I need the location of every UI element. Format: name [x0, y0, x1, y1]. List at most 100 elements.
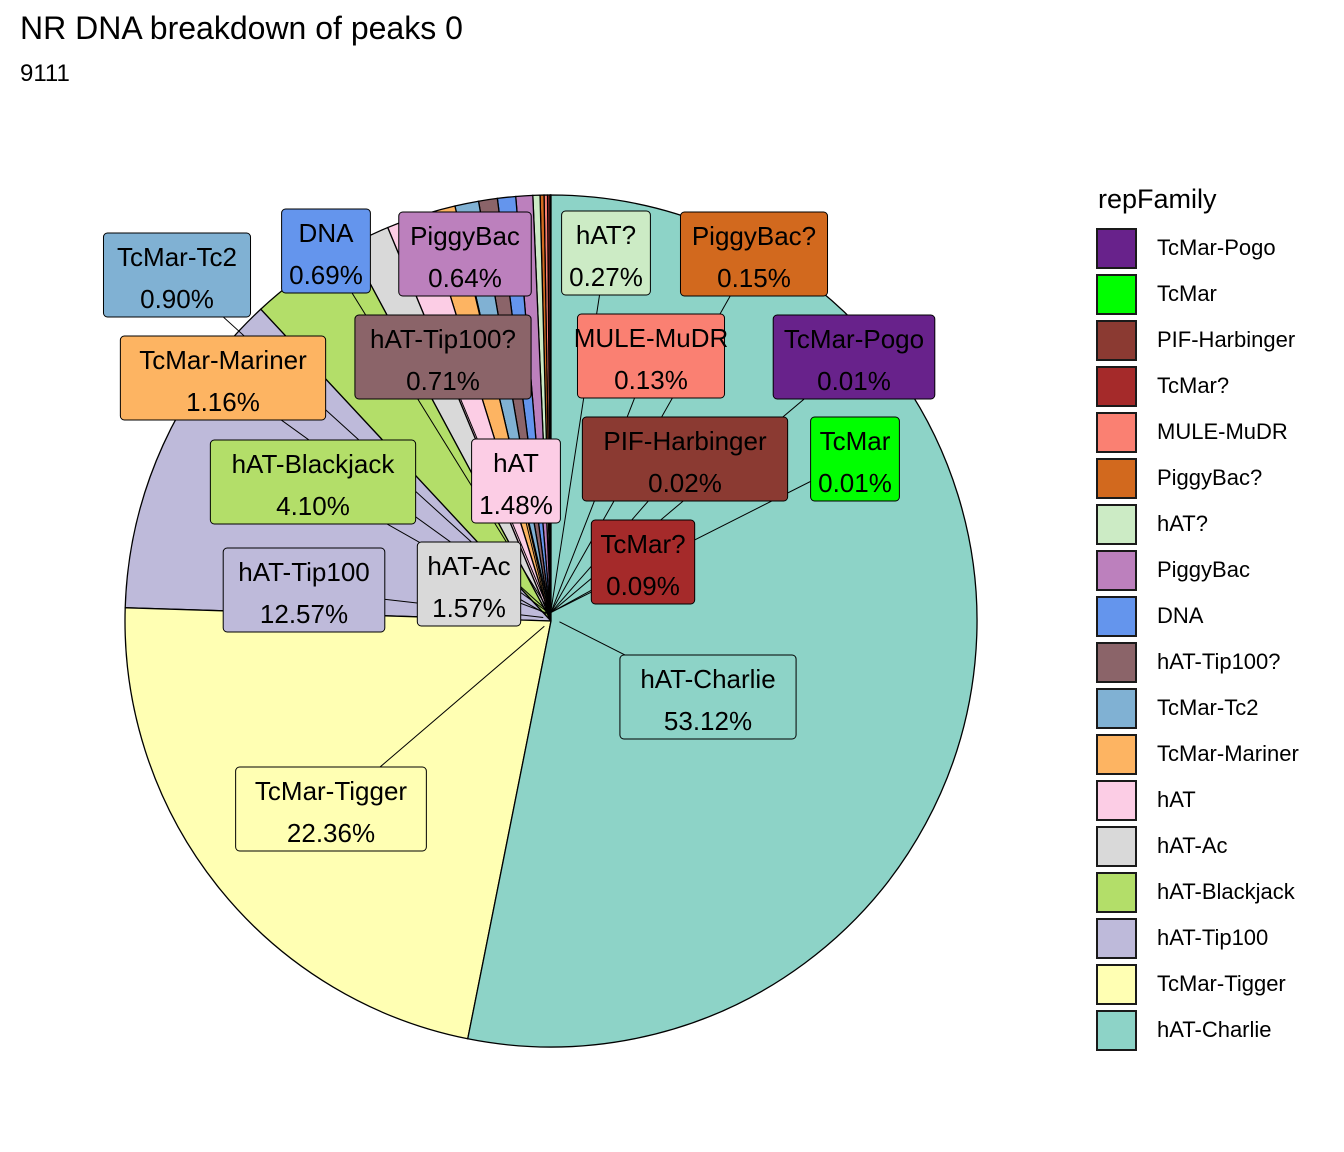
pie-label-value: 1.57% [432, 593, 506, 623]
pie-label-name: hAT? [576, 220, 636, 250]
pie-label-name: hAT-Ac [427, 551, 510, 581]
pie-label-piggybac: PiggyBac? 0.15% [679, 211, 829, 297]
legend-item-hat-tip100: hAT-Tip100? [1096, 639, 1299, 685]
legend-label: hAT-Blackjack [1157, 879, 1295, 904]
pie-label-box [619, 654, 797, 740]
legend-item-hat: hAT? [1096, 501, 1299, 547]
pie-label-box [576, 313, 726, 399]
pie-label-box [772, 314, 936, 400]
legend-swatch [1096, 733, 1137, 775]
legend-swatch [1096, 273, 1137, 315]
pie-label-hat: hAT 1.48% [471, 438, 561, 524]
pie-label-value: 1.48% [479, 490, 553, 520]
pie-label-name: TcMar-Pogo [784, 324, 924, 354]
legend-item-tcmar-pogo: TcMar-Pogo [1096, 225, 1299, 271]
pie-label-name: hAT [493, 448, 539, 478]
legend-item-piggybac: PiggyBac? [1096, 455, 1299, 501]
legend-label: DNA [1157, 603, 1204, 628]
pie-label-value: 0.69% [289, 260, 363, 290]
pie-label-box [281, 208, 371, 294]
pie-label-value: 0.71% [406, 366, 480, 396]
legend-swatch [1096, 319, 1137, 361]
pie-labels: hAT-Charlie 53.12% TcMar-Tigger 22.36% hAT-T… [102, 208, 936, 852]
legend-item-pif-harbinger: PIF-Harbinger [1096, 317, 1299, 363]
pie-label-value: 22.36% [287, 818, 375, 848]
legend-label: PIF-Harbinger [1157, 327, 1296, 352]
pie-label-box [416, 541, 522, 627]
pie-label-name: hAT-Tip100 [238, 557, 370, 587]
pie-label-box [102, 232, 252, 318]
pie-label-box [810, 416, 900, 502]
pie-label-name: hAT-Tip100? [370, 324, 516, 354]
pie-label-box [590, 519, 696, 605]
legend-label: TcMar-Pogo [1157, 235, 1276, 260]
pie-label-value: 0.01% [817, 366, 891, 396]
pie-label-hat-tip100: hAT-Tip100? 0.71% [354, 314, 532, 400]
pie-label-value: 0.02% [648, 468, 722, 498]
pie-label-name: MULE-MuDR [574, 323, 729, 353]
pie-label-value: 12.57% [260, 599, 348, 629]
chart-title: NR DNA breakdown of peaks 0 [20, 10, 463, 46]
pie-label-name: TcMar-Tigger [255, 776, 408, 806]
legend-item-mule-mudr: MULE-MuDR [1096, 409, 1299, 455]
legend-swatch [1096, 917, 1137, 959]
legend-label: hAT [1157, 787, 1196, 812]
legend-swatch [1096, 1009, 1137, 1051]
pie-label-name: TcMar-Tc2 [117, 242, 237, 272]
pie-label-value: 0.09% [606, 571, 680, 601]
chart-subtitle: 9111 [20, 60, 70, 87]
legend-swatch [1096, 411, 1137, 453]
pie-label-tcmar-mariner: TcMar-Mariner 1.16% [119, 335, 327, 421]
pie-label-value: 1.16% [186, 387, 260, 417]
legend-item-tcmar-mariner: TcMar-Mariner [1096, 731, 1299, 777]
pie-label-value: 0.15% [717, 263, 791, 293]
pie-label-name: TcMar-Mariner [139, 345, 307, 375]
legend-item-hat: hAT [1096, 777, 1299, 823]
pie-label-name: DNA [299, 218, 355, 248]
pie-label-hat: hAT? 0.27% [561, 210, 651, 296]
pie-label-value: 53.12% [664, 706, 752, 736]
pie-label-name: PiggyBac? [692, 221, 816, 251]
pie-label-tcmar-tigger: TcMar-Tigger 22.36% [235, 766, 427, 852]
pie-label-pif-harbinger: PIF-Harbinger 0.02% [581, 416, 789, 502]
pie-label-dna: DNA 0.69% [281, 208, 371, 294]
legend-label: hAT-Charlie [1157, 1017, 1272, 1042]
pie-label-value: 0.64% [428, 263, 502, 293]
pie-chart: hAT-Charlie 53.12% TcMar-Tigger 22.36% hAT-T… [102, 194, 978, 1048]
legend-swatch [1096, 871, 1137, 913]
legend-item-hat-ac: hAT-Ac [1096, 823, 1299, 869]
legend-label: hAT-Tip100 [1157, 925, 1269, 950]
legend: repFamily TcMar-Pogo TcMar PIF-Harbinger Tc… [1096, 184, 1299, 1053]
pie-label-mule-mudr: MULE-MuDR 0.13% [574, 313, 729, 399]
pie-label-tcmar-tc2: TcMar-Tc2 0.90% [102, 232, 252, 318]
leader-line-hat [550, 252, 607, 613]
pie-label-piggybac: PiggyBac 0.64% [398, 211, 532, 297]
pie-label-tcmar-pogo: TcMar-Pogo 0.01% [772, 314, 936, 400]
legend-label: TcMar-Tigger [1157, 971, 1286, 996]
legend-items: TcMar-Pogo TcMar PIF-Harbinger TcMar? MULE-M… [1096, 225, 1299, 1053]
legend-swatch [1096, 779, 1137, 821]
legend-swatch [1096, 227, 1137, 269]
legend-item-dna: DNA [1096, 593, 1299, 639]
pie-label-hat-tip100: hAT-Tip100 12.57% [222, 547, 386, 633]
legend-swatch [1096, 825, 1137, 867]
legend-swatch [1096, 457, 1137, 499]
legend-item-tcmar: TcMar? [1096, 363, 1299, 409]
pie-label-name: PIF-Harbinger [603, 426, 767, 456]
pie-label-box [235, 766, 427, 852]
legend-label: TcMar-Mariner [1157, 741, 1299, 766]
pie-label-box [398, 211, 532, 297]
pie-label-box [209, 439, 417, 525]
legend-swatch [1096, 641, 1137, 683]
pie-label-name: PiggyBac [410, 221, 520, 251]
pie-label-box [471, 438, 561, 524]
pie-label-hat-ac: hAT-Ac 1.57% [416, 541, 522, 627]
legend-item-hat-blackjack: hAT-Blackjack [1096, 869, 1299, 915]
pie-label-value: 0.13% [614, 365, 688, 395]
legend-item-tcmar-tc2: TcMar-Tc2 [1096, 685, 1299, 731]
pie-label-box [679, 211, 829, 297]
legend-item-hat-charlie: hAT-Charlie [1096, 1007, 1299, 1053]
pie-label-name: hAT-Blackjack [232, 449, 396, 479]
legend-title: repFamily [1098, 184, 1217, 214]
leader-line-piggybac [464, 253, 551, 613]
